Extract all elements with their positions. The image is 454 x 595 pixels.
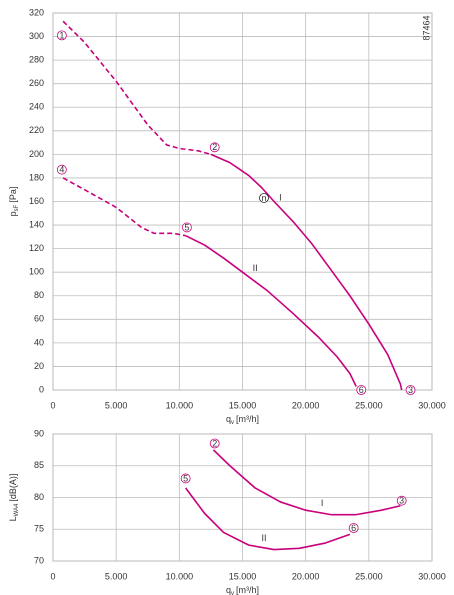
curve xyxy=(210,153,403,391)
x-tick-label: 10.000 xyxy=(166,400,194,410)
y-tick-label: 320 xyxy=(29,7,44,17)
y-axis-label: psF[Pa] xyxy=(8,187,19,217)
curve-label: II xyxy=(261,533,266,543)
x-tick-label: 5.000 xyxy=(105,400,128,410)
point-label: 6 xyxy=(351,523,356,533)
point-marker xyxy=(259,193,269,203)
curve-extrapolated xyxy=(62,20,212,156)
point-label: 2 xyxy=(212,142,217,152)
y-tick-label: 90 xyxy=(34,428,44,438)
y-tick-label: 80 xyxy=(34,290,44,300)
y-axis-label-main: p xyxy=(8,211,18,216)
x-axis-label-unit: [m³/h] xyxy=(236,585,259,595)
y-tick-label: 140 xyxy=(29,219,44,229)
x-axis-label-sub: v xyxy=(231,420,234,426)
point-marker xyxy=(405,385,416,395)
x-tick-label: 15.000 xyxy=(229,400,257,410)
point-label: 1 xyxy=(59,30,64,40)
x-tick-label: 20.000 xyxy=(292,571,320,581)
point-label: n xyxy=(261,193,266,203)
point-label: 6 xyxy=(359,385,364,395)
point-label: 5 xyxy=(183,473,188,483)
curve-label: II xyxy=(253,263,258,273)
y-axis-label-main: L xyxy=(8,516,18,521)
curve-label: I xyxy=(279,192,282,202)
x-tick-label: 10.000 xyxy=(166,571,194,581)
point-label: 4 xyxy=(59,165,64,175)
x-tick-label: 0 xyxy=(50,400,55,410)
y-axis-label-sub: sF xyxy=(14,204,20,211)
y-tick-label: 20 xyxy=(34,361,44,371)
point-marker xyxy=(396,495,407,506)
point-label: 3 xyxy=(408,385,413,395)
curve-label: I xyxy=(321,498,324,508)
point-marker xyxy=(209,438,220,449)
curve-extrapolated xyxy=(62,177,186,237)
point-label: 3 xyxy=(399,496,404,506)
x-axis-label-unit: [m³/h] xyxy=(236,414,259,424)
y-tick-label: 260 xyxy=(29,78,44,88)
y-tick-label: 200 xyxy=(29,149,44,159)
x-axis-label-sub: v xyxy=(231,591,234,595)
y-axis-label-unit: [dB(A)] xyxy=(8,474,18,502)
y-tick-label: 100 xyxy=(29,267,44,277)
point-marker xyxy=(356,385,367,395)
y-axis-label: LWA4[dB(A)] xyxy=(8,474,19,522)
x-tick-label: 30.000 xyxy=(418,400,446,410)
x-tick-label: 0 xyxy=(50,571,55,581)
point-marker xyxy=(56,164,67,175)
curve xyxy=(212,449,401,516)
y-tick-label: 0 xyxy=(39,384,44,394)
x-tick-label: 15.000 xyxy=(229,571,257,581)
x-tick-label: 30.000 xyxy=(418,571,446,581)
point-marker xyxy=(180,473,191,484)
y-axis-label-unit: [Pa] xyxy=(8,187,18,203)
y-tick-label: 60 xyxy=(34,314,44,324)
x-tick-label: 25.000 xyxy=(355,571,383,581)
y-tick-label: 75 xyxy=(34,524,44,534)
point-label: 5 xyxy=(184,222,189,232)
x-tick-label: 20.000 xyxy=(292,400,320,410)
point-marker xyxy=(182,222,192,233)
x-axis-label-main: q xyxy=(226,414,231,424)
point-label: 2 xyxy=(212,438,217,448)
y-tick-label: 300 xyxy=(29,31,44,41)
y-tick-label: 160 xyxy=(29,196,44,206)
point-marker xyxy=(56,30,67,41)
y-tick-label: 180 xyxy=(29,172,44,182)
y-axis-label-sub: WA4 xyxy=(14,503,20,516)
point-marker xyxy=(348,523,359,533)
x-axis-label: qv [m³/h] xyxy=(226,414,259,425)
point-marker xyxy=(209,142,220,153)
x-tick-label: 5.000 xyxy=(105,571,128,581)
figure-code: 87464 xyxy=(421,15,431,40)
y-tick-label: 80 xyxy=(34,492,44,502)
y-tick-label: 120 xyxy=(29,243,44,253)
x-tick-label: 25.000 xyxy=(355,400,383,410)
x-axis-label: qv [m³/h] xyxy=(226,585,259,595)
y-tick-label: 220 xyxy=(29,125,44,135)
curve xyxy=(185,487,351,551)
y-tick-label: 40 xyxy=(34,337,44,347)
x-axis-label-main: q xyxy=(226,585,231,595)
y-tick-label: 85 xyxy=(34,460,44,470)
curve xyxy=(185,234,357,387)
y-tick-label: 70 xyxy=(34,555,44,565)
y-tick-label: 240 xyxy=(29,102,44,112)
y-tick-label: 280 xyxy=(29,55,44,65)
